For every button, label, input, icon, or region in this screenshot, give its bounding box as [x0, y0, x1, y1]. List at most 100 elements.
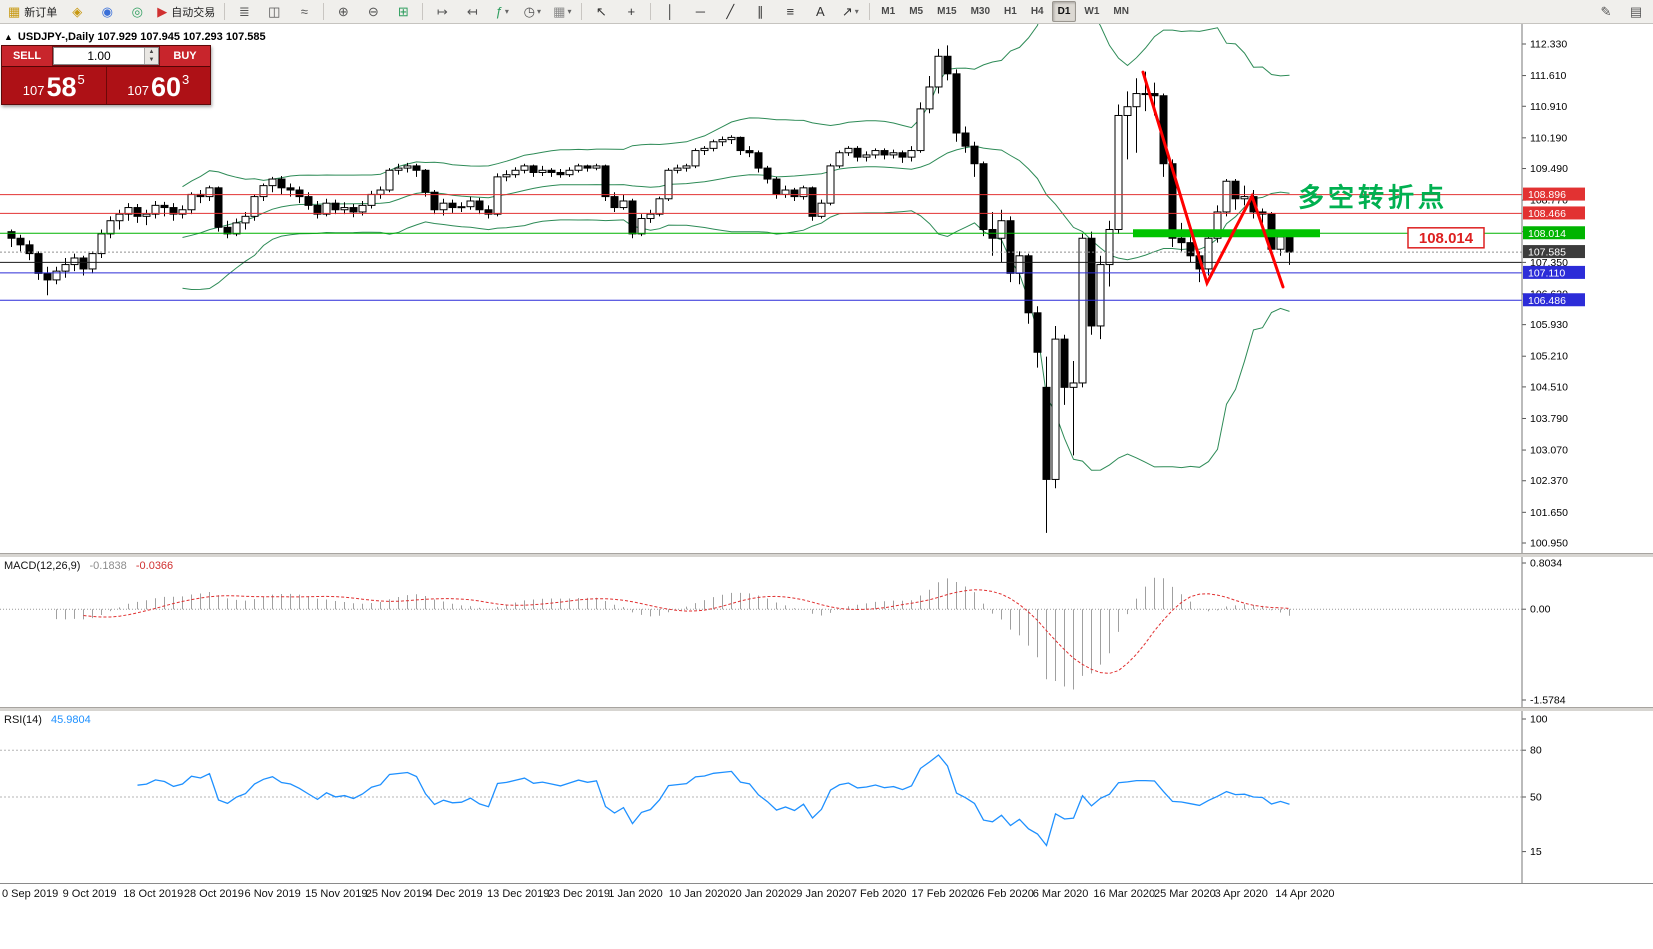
chevron-down-icon: ▾ — [567, 7, 572, 16]
auto-trading-icon: ▶ — [157, 4, 168, 19]
horizontal-line-button[interactable]: ─ — [686, 1, 714, 22]
svg-text:0.8034: 0.8034 — [1530, 558, 1562, 570]
charts-menu-button[interactable]: ◈ — [63, 1, 91, 22]
rsi-canvas[interactable]: 100 80 50 15 — [0, 711, 1653, 883]
horizontal-line-icon: ─ — [695, 4, 705, 19]
popup-prices-button[interactable]: ▤ — [1622, 1, 1650, 22]
timeframe-M15[interactable]: M15 — [937, 6, 957, 17]
date-label: 16 Mar 2020 — [1093, 888, 1156, 900]
date-label: 1 Jan 2020 — [608, 888, 663, 900]
bar-chart-button[interactable]: ≣ — [230, 1, 258, 22]
macd-canvas[interactable]: 0.8034 0.00 -1.5784 — [0, 557, 1653, 707]
timeframe-M5[interactable]: M5 — [909, 6, 924, 17]
crosshair-button[interactable]: + — [617, 1, 645, 22]
chart-window[interactable]: ▲ USDJPY-,Daily 107.929 107.945 107.293 … — [0, 24, 1653, 949]
toolbar-right-group: ✎ ▤ — [1591, 1, 1651, 22]
symbol-quote-text: USDJPY-,Daily 107.929 107.945 107.293 10… — [17, 31, 266, 43]
new-order-button[interactable]: ▦ 新订单 — [4, 1, 61, 22]
text-icon: A — [815, 4, 825, 19]
indicators-icon: ƒ — [495, 4, 503, 19]
volume-value[interactable]: 1.00 — [87, 49, 111, 63]
timeframe-W1[interactable]: W1 — [1084, 6, 1100, 17]
auto-scroll-button[interactable]: ↦ — [428, 1, 456, 22]
auto-scroll-icon: ↦ — [436, 4, 448, 19]
volume-down-icon[interactable]: ▼ — [145, 56, 158, 64]
candlestick-chart-icon: ◫ — [268, 4, 281, 19]
strategy-tester-button[interactable]: ◎ — [123, 1, 151, 22]
fibonacci-icon: ≡ — [786, 4, 795, 19]
cursor-button[interactable]: ↖ — [587, 1, 615, 22]
trendline-button[interactable]: ╱ — [716, 1, 744, 22]
one-click-trading-panel: SELL 1.00 ▲ ▼ BUY 107 58 5 107 — [1, 45, 211, 105]
candlestick-series — [7, 45, 1294, 533]
vertical-line-button[interactable]: │ — [656, 1, 684, 22]
price-tag: 108.014 — [1523, 226, 1585, 240]
date-label: 4 Dec 2019 — [426, 888, 483, 900]
rsi-value: 45.9804 — [50, 714, 91, 726]
sell-button[interactable]: SELL — [2, 46, 52, 66]
price-tag: 108.896 — [1523, 187, 1585, 201]
timeframe-M30[interactable]: M30 — [970, 6, 991, 17]
buy-button[interactable]: BUY — [160, 46, 210, 66]
macd-axis[interactable]: 0.8034 0.00 -1.5784 — [1522, 558, 1566, 707]
svg-text:108.014: 108.014 — [1528, 228, 1566, 240]
new-order-button-label: 新订单 — [24, 6, 58, 19]
arrows-button[interactable]: ↗ ▾ — [836, 1, 864, 22]
svg-text:109.490: 109.490 — [1530, 163, 1568, 175]
chevron-down-icon: ▾ — [854, 7, 859, 16]
svg-text:110.910: 110.910 — [1530, 101, 1567, 113]
support-highlight-bar[interactable] — [1133, 229, 1320, 238]
toolbar-separator — [581, 3, 583, 20]
fibonacci-button[interactable]: ≡ — [776, 1, 804, 22]
date-label: 17 Feb 2020 — [911, 888, 974, 900]
price-label-box[interactable]: 108.014 — [1407, 227, 1485, 249]
time-axis[interactable]: 0 Sep 2019 9 Oct 2019 18 Oct 2019 28 Oct 20… — [0, 883, 1653, 906]
toolbar-separator — [422, 3, 424, 20]
price-tag: 107.585 — [1523, 245, 1585, 259]
volume-stepper[interactable]: 1.00 ▲ ▼ — [53, 47, 159, 65]
rsi-axis[interactable]: 100 80 50 15 — [1522, 714, 1548, 859]
price-pane[interactable]: 112.330 111.610 110.910 110.190 109.490 108.7… — [0, 24, 1653, 553]
toolbar-separator — [650, 3, 652, 20]
candlestick-chart-button[interactable]: ◫ — [260, 1, 288, 22]
timeframe-H4[interactable]: H4 — [1030, 6, 1044, 17]
line-chart-button[interactable]: ≈ — [290, 1, 318, 22]
text-button[interactable]: A — [806, 1, 834, 22]
buy-price-button[interactable]: 107 60 3 — [106, 67, 210, 104]
timeframe-M1[interactable]: M1 — [881, 6, 896, 17]
profiles-button[interactable]: ◉ — [93, 1, 121, 22]
date-label: 26 Feb 2020 — [972, 888, 1034, 900]
draw-panel-icon: ✎ — [1600, 4, 1612, 19]
templates-button[interactable]: ▦ ▾ — [548, 1, 576, 22]
svg-text:80: 80 — [1530, 745, 1542, 757]
macd-pane[interactable]: 0.8034 0.00 -1.5784 — [0, 557, 1653, 707]
auto-trading-button[interactable]: ▶ 自动交易 — [153, 1, 219, 22]
rsi-pane[interactable]: 100 80 50 15 — [0, 711, 1653, 883]
sell-price-button[interactable]: 107 58 5 — [2, 67, 107, 104]
periods-button[interactable]: ◷ ▾ — [518, 1, 546, 22]
one-click-collapse-icon[interactable]: ▲ — [4, 32, 13, 42]
arrows-icon: ↗ — [841, 4, 853, 19]
annotation-text[interactable]: 多空转折点 — [1298, 183, 1448, 213]
svg-text:103.790: 103.790 — [1530, 413, 1568, 425]
date-label: 0 Sep 2019 — [2, 888, 59, 900]
timeframe-MN[interactable]: MN — [1113, 6, 1129, 17]
timeframe-H1[interactable]: H1 — [1004, 6, 1017, 17]
zoom-out-icon: ⊖ — [367, 4, 379, 19]
zoom-out-button[interactable]: ⊖ — [359, 1, 387, 22]
date-label: 15 Nov 2019 — [305, 888, 368, 900]
vertical-line-icon: │ — [666, 4, 675, 19]
zoom-in-button[interactable]: ⊕ — [329, 1, 357, 22]
channel-button[interactable]: ∥ — [746, 1, 774, 22]
tile-windows-button[interactable]: ⊞ — [389, 1, 417, 22]
draw-panel-button[interactable]: ✎ — [1592, 1, 1620, 22]
date-label: 25 Nov 2019 — [365, 888, 429, 900]
price-chart-canvas[interactable]: 112.330111.610110.910110.190109.490108.7… — [0, 24, 1653, 553]
indicators-button[interactable]: ƒ ▾ — [488, 1, 516, 22]
date-label: 9 Oct 2019 — [62, 888, 117, 900]
trend-zigzag-line[interactable] — [1141, 70, 1285, 289]
timeframe-D1[interactable]: D1 — [1051, 1, 1077, 22]
chart-shift-button[interactable]: ↤ — [458, 1, 486, 22]
svg-text:110.190: 110.190 — [1530, 132, 1567, 144]
volume-up-icon[interactable]: ▲ — [145, 48, 158, 56]
